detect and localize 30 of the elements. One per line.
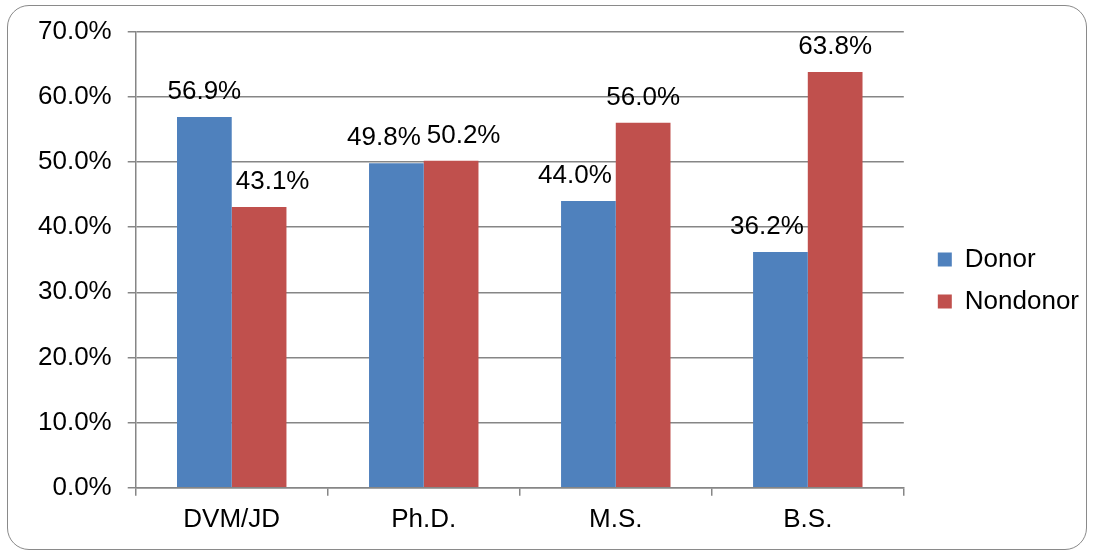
x-tick-label: B.S. — [783, 502, 833, 533]
bar — [615, 122, 671, 488]
y-tick-label: 30.0% — [37, 275, 112, 306]
data-label: 56.9% — [167, 75, 242, 106]
y-tick-label: 10.0% — [37, 405, 112, 436]
y-tick-label: 70.0% — [37, 14, 112, 45]
bar — [231, 206, 287, 488]
bar — [369, 163, 424, 488]
data-label: 36.2% — [730, 210, 804, 241]
bar — [807, 72, 863, 488]
y-tick-label: 40.0% — [37, 210, 112, 241]
data-label: 43.1% — [235, 165, 310, 196]
bar — [177, 116, 232, 488]
y-tick-label: 0.0% — [52, 470, 112, 501]
data-label: 49.8% — [347, 121, 421, 152]
data-label: 56.0% — [606, 81, 680, 112]
x-tick-label: DVM/JD — [183, 502, 281, 533]
y-tick-label: 60.0% — [37, 79, 112, 110]
x-tick-label: M.S. — [589, 502, 643, 533]
data-label: 44.0% — [538, 159, 612, 190]
y-tick-label: 50.0% — [37, 145, 112, 176]
bar — [753, 251, 808, 488]
x-tick-label: Ph.D. — [391, 502, 457, 533]
data-label: 50.2% — [426, 118, 501, 149]
y-tick-label: 20.0% — [37, 340, 112, 371]
bar — [561, 201, 616, 488]
legend-label: Nondonor — [964, 284, 1080, 315]
bar — [423, 160, 479, 488]
legend-label: Donor — [964, 242, 1036, 273]
data-label: 63.8% — [798, 30, 873, 61]
